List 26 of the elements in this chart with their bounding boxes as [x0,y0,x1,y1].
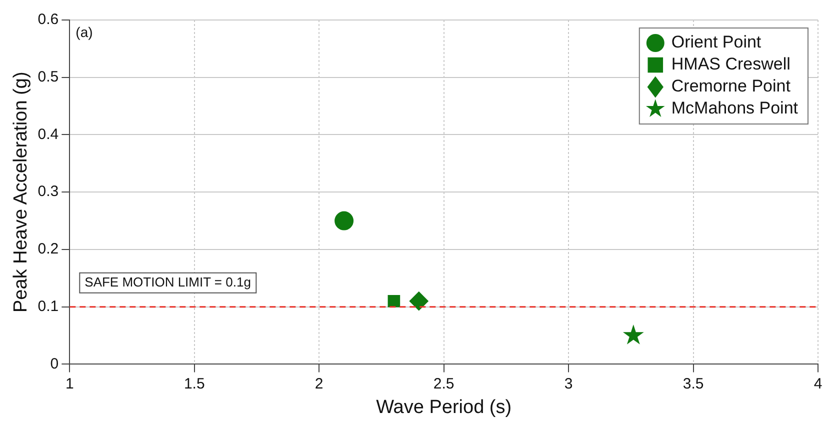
legend-label: McMahons Point [671,98,798,118]
y-tick-label: 0.5 [38,68,59,86]
x-axis-title: Wave Period (s) [376,396,512,418]
x-tick-label: 2.5 [433,375,454,392]
legend-label: HMAS Creswell [671,54,790,74]
legend-label: Cremorne Point [671,76,791,96]
point [409,292,428,311]
y-tick-label: 0.3 [38,183,59,200]
y-tick-label: 0.4 [38,126,59,143]
point [388,294,400,308]
x-tick-label: 1.5 [184,375,205,392]
x-tick-label: 1 [65,375,74,392]
annotation: (a) [76,24,93,40]
ref-line-label: SAFE MOTION LIMIT = 0.1g [84,274,251,290]
y-tick-label: 0.2 [38,240,59,258]
y-axis-title: Peak Heave Acceleration (g) [10,72,32,312]
y-tick-label: 0 [50,355,59,372]
x-tick-label: 2 [314,375,324,392]
x-tick-label: 3.5 [682,375,704,392]
legend-label: Orient Point [671,32,762,52]
x-tick-label: 3 [564,375,573,392]
y-tick-label: 0.1 [38,298,59,315]
point [622,324,644,344]
y-tick-label: 0.6 [38,11,59,28]
point [334,211,354,230]
x-tick-label: 4 [814,375,822,392]
